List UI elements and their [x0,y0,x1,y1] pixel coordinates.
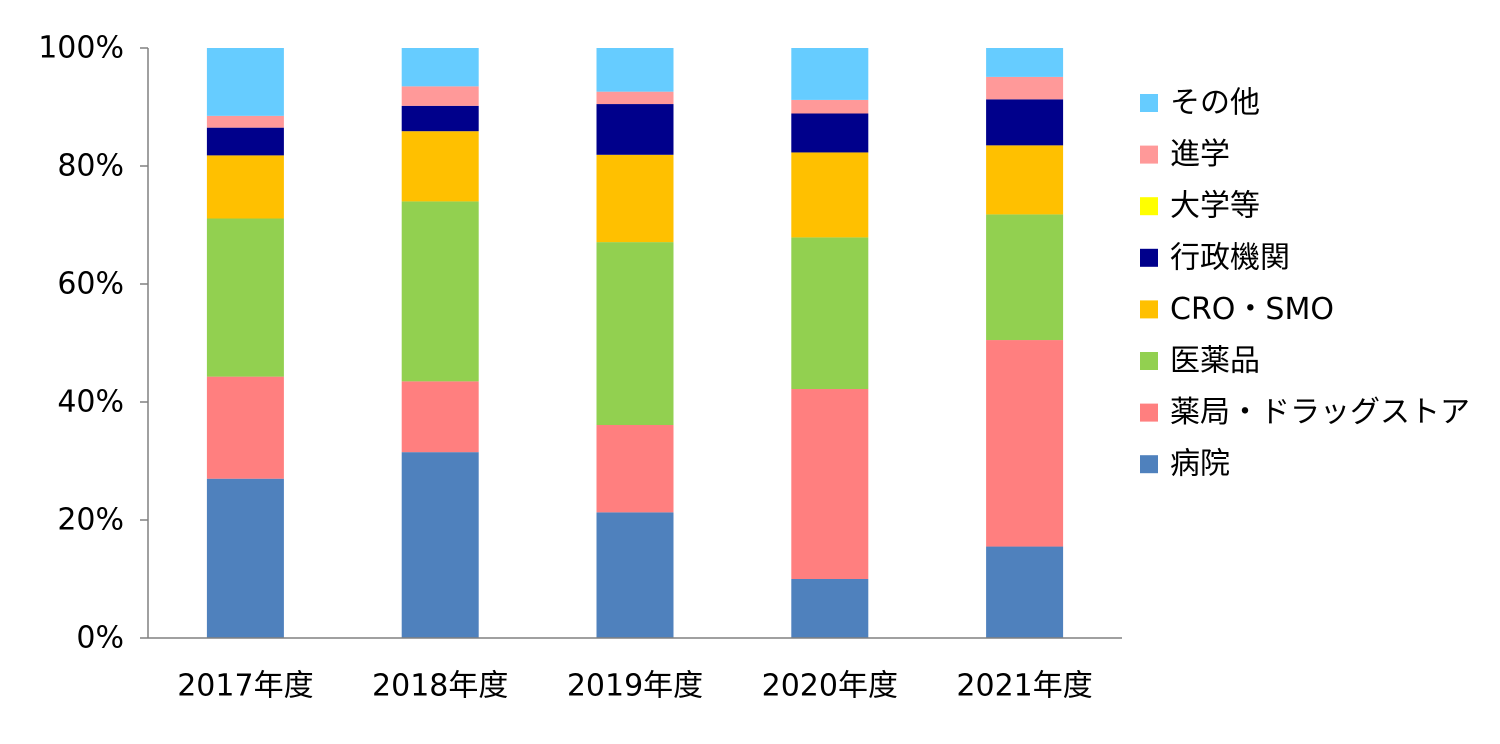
bar-segment [791,113,869,153]
legend-label: その他 [1170,86,1260,121]
legend-label: 進学 [1170,137,1230,172]
x-tick-label: 2021年度 [956,669,1092,704]
bar-segment [596,425,674,513]
bar-segment [596,242,674,426]
x-tick-label: 2017年度 [177,669,313,704]
bar-segment [791,579,869,638]
legend-swatch [1140,197,1158,216]
y-tick-label: 60% [57,267,124,302]
bar-segment [986,145,1064,215]
bar-segment [401,381,479,453]
bar-segment [596,91,674,105]
y-tick-label: 0% [76,621,124,656]
bar-segment [401,105,479,132]
legend-label: 行政機関 [1170,240,1290,275]
legend-label: 大学等 [1170,189,1260,224]
bar-segment [401,131,479,202]
bar-segment [596,154,674,243]
bar-segment [206,218,284,377]
legend-swatch [1140,352,1158,370]
bar-segment [986,99,1064,146]
bar-segment [986,546,1064,638]
bar-segment [986,76,1064,100]
bar-segment [206,115,284,128]
legend-swatch [1140,145,1158,164]
bar-segment [791,237,869,390]
y-tick-label: 100% [38,31,124,66]
bar-segment [206,155,284,219]
legend-swatch [1140,300,1158,319]
bar-segment [986,214,1064,341]
legend-swatch [1140,403,1158,422]
bar-segment [791,48,869,100]
bar-segment [596,512,674,638]
bar-segment [206,48,284,116]
bar-segment [986,340,1064,547]
bar-segment [206,376,284,479]
y-axis-ticks: 0% 20% 40% 60% 80% 100% [38,31,148,656]
x-tick-label: 2020年度 [762,669,898,704]
bar-segment [206,478,284,638]
bar-segment [596,48,674,92]
bar-segment [401,48,479,87]
legend-label: 薬局・ドラッグストア [1170,395,1470,430]
legend-label: 医薬品 [1170,344,1260,379]
x-tick-label: 2019年度 [567,669,703,704]
bar-segment [596,104,674,155]
bar-segment [791,152,869,238]
y-tick-label: 20% [57,503,124,538]
bar-segment [791,389,869,579]
x-axis-ticks: 2017年度 2018年度 2019年度 2020年度 2021年度 [177,669,1093,704]
bar-segment [401,86,479,106]
legend-label: 病院 [1170,447,1230,482]
bar-segment [401,452,479,638]
y-tick-label: 80% [57,149,124,184]
legend-swatch [1140,248,1158,267]
bars-layer [206,48,1064,638]
x-tick-label: 2018年度 [372,669,508,704]
bar-segment [206,127,284,156]
legend-swatch [1140,455,1158,474]
bar-segment [401,201,479,382]
bar-segment [791,99,869,114]
legend-label: CRO・SMO [1170,292,1334,327]
legend-swatch [1140,94,1158,112]
axes-layer [147,48,1122,639]
bar-segment [986,48,1064,77]
y-tick-label: 40% [57,385,124,420]
